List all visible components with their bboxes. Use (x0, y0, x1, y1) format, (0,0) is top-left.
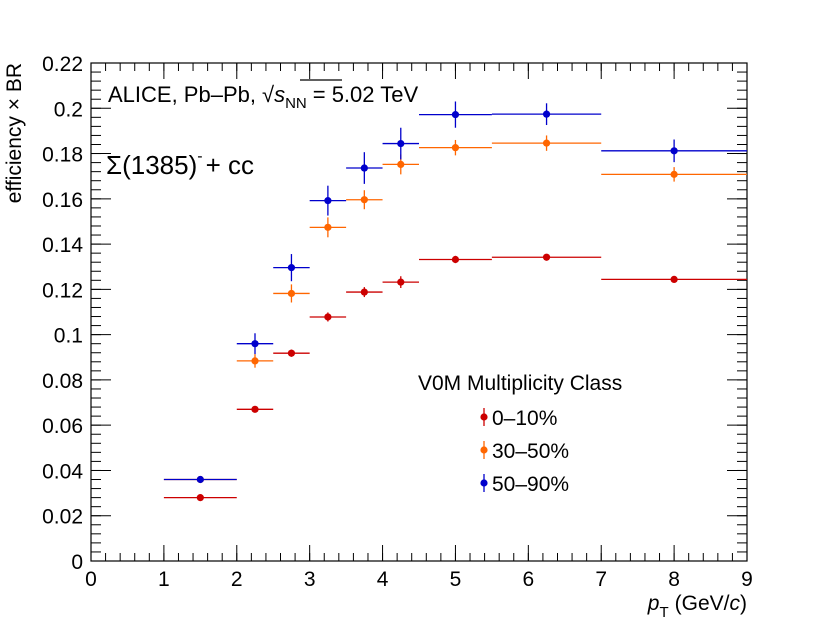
data-point (397, 278, 405, 286)
legend: V0M Multiplicity Class 0–10% 30–50% 50–90% (418, 372, 622, 496)
data-point (542, 110, 551, 118)
legend-label: 30–50% (492, 440, 569, 463)
x-tick-label: 7 (595, 568, 607, 591)
y-tick-label: 0.04 (42, 460, 83, 483)
x-tick-label: 6 (522, 568, 534, 591)
plot-frame (90, 62, 748, 562)
series-2 (163, 135, 747, 484)
particle-label-superscript: - (197, 148, 202, 165)
y-tick-label: 0.22 (42, 53, 83, 76)
x-tick-label: 1 (158, 568, 170, 591)
data-point (451, 255, 460, 264)
y-tick-label: 0.14 (42, 234, 83, 257)
x-axis-title-unit-c: c (730, 592, 741, 615)
data-point (324, 197, 332, 205)
legend-label: 0–10% (492, 407, 557, 430)
legend-marker (480, 413, 488, 421)
particle-label: Σ(1385)- + cc (106, 148, 254, 180)
x-tick-label: 0 (85, 568, 97, 591)
data-point (451, 144, 460, 152)
experiment-label-text: ALICE, Pb–Pb, (108, 82, 256, 107)
y-axis-title: efficiency × BR (3, 63, 26, 203)
legend-title: V0M Multiplicity Class (418, 372, 622, 395)
data-point (670, 170, 678, 178)
data-point (542, 139, 551, 147)
energy-value: = 5.02 TeV (313, 82, 419, 107)
data-point (251, 405, 259, 413)
x-axis-title-unit-prefix: (GeV/ (675, 592, 730, 615)
data-point (287, 289, 296, 298)
x-tick-label: 8 (668, 568, 680, 591)
y-tick-label: 0.08 (42, 370, 83, 393)
series-1 (163, 253, 747, 502)
y-tick-label: 0.02 (42, 506, 83, 529)
particle-label-suffix: + cc (206, 150, 254, 180)
data-point (670, 147, 678, 155)
data-point (196, 475, 204, 484)
data-point (324, 313, 332, 321)
axis-ticks: 0 1 2 3 4 5 6 7 8 9 0 0.02 0.04 0.06 0.08 0.1 0.12 0.14 0.… (42, 53, 753, 591)
energy-symbol: s (274, 82, 285, 107)
x-tick-label: 5 (450, 568, 462, 591)
data-point (287, 349, 296, 357)
x-axis-title: pT (GeV/c) (647, 592, 747, 621)
data-point (251, 340, 259, 348)
experiment-label: ALICE, Pb–Pb, √sNN = 5.02 TeV (108, 82, 418, 112)
series-3 (163, 101, 747, 484)
x-tick-label: 3 (304, 568, 316, 591)
y-tick-label: 0.18 (42, 144, 83, 167)
data-point (542, 253, 551, 261)
x-tick-label: 2 (231, 568, 243, 591)
y-tick-label: 0.2 (54, 98, 83, 121)
data-point (397, 139, 405, 148)
data-point (287, 264, 296, 272)
data-point (360, 164, 368, 172)
y-tick-label: 0.12 (42, 279, 83, 302)
particle-label-name: Σ(1385) (106, 150, 197, 180)
data-point (451, 111, 460, 119)
data-layer (163, 101, 747, 502)
legend-label: 50–90% (492, 473, 569, 496)
sqrt-symbol: √ (262, 82, 275, 107)
x-tick-label: 4 (377, 568, 389, 591)
y-tick-label: 0.06 (42, 415, 83, 438)
data-point (360, 196, 368, 204)
x-tick-label: 9 (741, 568, 753, 591)
data-point (324, 223, 332, 231)
x-axis-title-unit-suffix: ) (740, 592, 747, 615)
y-tick-label: 0 (71, 551, 83, 574)
data-point (196, 494, 204, 502)
y-tick-label: 0.1 (54, 325, 83, 348)
x-axis-title-subscript: T (659, 604, 668, 621)
y-tick-label: 0.16 (42, 189, 83, 212)
x-axis-title-symbol: p (647, 592, 660, 615)
legend-items: 0–10% 30–50% 50–90% (480, 407, 569, 496)
data-point (670, 275, 678, 284)
data-point (360, 288, 368, 296)
energy-subscript: NN (285, 95, 307, 112)
legend-marker (480, 446, 488, 454)
data-point (251, 357, 259, 365)
data-point (397, 160, 405, 169)
legend-marker (480, 479, 488, 487)
